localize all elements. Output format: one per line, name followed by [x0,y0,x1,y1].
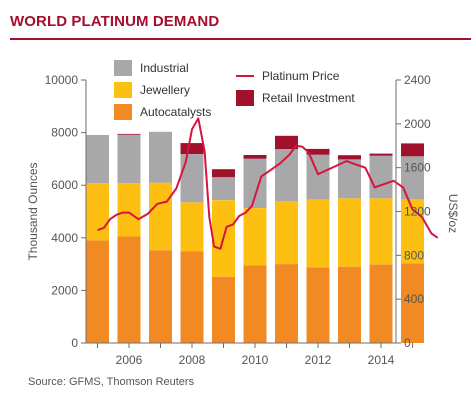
bar-layer [86,131,424,343]
bar-retail-investment-2013 [338,155,361,160]
bar-industrial-2012 [306,154,330,200]
x-tick-label-2008: 2008 [179,353,206,367]
y2-tick-label-1600: 1600 [404,161,431,175]
bar-autocatalysts-2007 [149,250,172,343]
y-tick-label-10000: 10000 [45,73,79,87]
bar-jewellery-2010 [243,208,267,266]
source-note: Source: GFMS, Thomson Reuters [28,376,195,388]
bar-jewellery-2006 [117,183,141,237]
bar-industrial-2007 [149,131,172,183]
y-tick-label-4000: 4000 [51,231,78,245]
bar-autocatalysts-2010 [243,265,267,343]
bar-autocatalysts-2012 [306,267,330,343]
y2-tick-label-400: 400 [404,292,424,306]
y-tick-label-6000: 6000 [51,178,78,192]
bar-jewellery-2005 [86,183,109,241]
y2-tick-label-2400: 2400 [404,73,431,87]
legend-swatch-jewellery [114,82,132,98]
bar-jewellery-2015 [401,199,424,264]
bar-retail-investment-2006 [117,133,141,135]
bar-industrial-2013 [338,159,361,199]
platinum-price-line [97,117,439,250]
bar-retail-investment-2014 [369,153,393,156]
bar-retail-investment-2009 [212,169,235,178]
bar-industrial-2006 [117,134,141,184]
bar-autocatalysts-2013 [338,266,361,343]
bar-retail-investment-2011 [275,135,298,149]
bar-autocatalysts-2014 [369,264,393,343]
bar-retail-investment-2008 [180,143,204,155]
y-axis-title: Thousand Ounces [26,162,40,260]
bar-autocatalysts-2009 [212,276,235,343]
bar-jewellery-2011 [275,201,298,265]
price-line-layer [97,117,439,250]
y2-tick-label-800: 800 [404,248,424,262]
legend-label-industrial: Industrial [140,61,189,75]
bar-industrial-2015 [401,156,424,200]
y-tick-label-8000: 8000 [51,126,78,140]
y2-tick-label-2000: 2000 [404,117,431,131]
bar-autocatalysts-2005 [86,240,109,343]
x-tick-label-2012: 2012 [305,353,332,367]
axes-layer: 0 2000 4000 6000 8000 10000 0 400 800 1200 1600 200… [26,73,460,367]
bar-industrial-2014 [369,155,393,199]
bar-retail-investment-2015 [401,143,424,157]
bar-industrial-2009 [212,177,235,201]
y2-tick-label-0: 0 [404,336,411,350]
legend-swatch-retail-investment [236,90,254,106]
legend-label-platinum-price: Platinum Price [262,69,340,83]
bar-jewellery-2013 [338,198,361,267]
bar-jewellery-2007 [149,182,172,251]
y2-axis-title: US$/oz [446,194,460,233]
bar-autocatalysts-2008 [180,251,204,343]
legend: Industrial Jewellery Autocatalysts Platinum… [114,60,355,120]
y-tick-label-2000: 2000 [51,283,78,297]
chart-title: WORLD PLATINUM DEMAND [10,13,220,30]
legend-label-jewellery: Jewellery [140,83,190,97]
bar-autocatalysts-2011 [275,264,298,343]
y-tick-label-0: 0 [71,336,78,350]
legend-label-autocatalysts: Autocatalysts [140,105,211,119]
title-rule [10,38,471,40]
bar-industrial-2010 [243,158,267,208]
legend-label-retail-investment: Retail Investment [262,91,355,105]
legend-swatch-industrial [114,60,132,76]
bar-industrial-2008 [180,154,204,203]
bar-jewellery-2008 [180,202,204,252]
bar-retail-investment-2012 [306,148,330,155]
bar-autocatalysts-2015 [401,263,424,343]
x-tick-label-2014: 2014 [368,353,395,367]
bar-autocatalysts-2006 [117,236,141,343]
y2-tick-label-1200: 1200 [404,205,431,219]
bar-jewellery-2012 [306,199,330,268]
bar-industrial-2005 [86,135,109,184]
x-tick-label-2010: 2010 [242,353,269,367]
legend-swatch-autocatalysts [114,104,132,120]
bar-jewellery-2014 [369,198,393,265]
x-tick-label-2006: 2006 [116,353,143,367]
bar-retail-investment-2010 [243,155,267,159]
